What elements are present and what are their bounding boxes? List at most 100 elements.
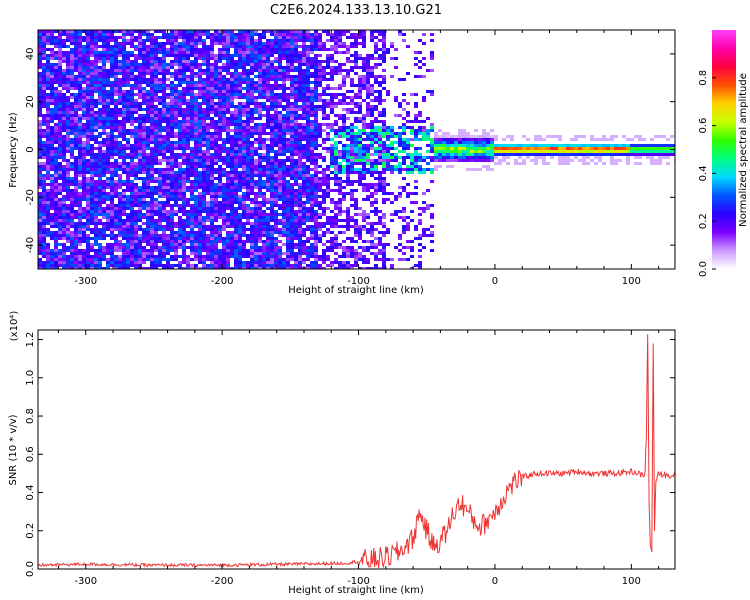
heatmap-cell	[206, 102, 210, 105]
heatmap-cell	[298, 135, 302, 138]
heatmap-cell	[158, 123, 162, 126]
heatmap-cell	[230, 36, 234, 39]
heatmap-cell	[298, 105, 302, 108]
heatmap-cell	[182, 42, 186, 45]
heatmap-cell	[218, 105, 222, 108]
heatmap-cell	[238, 57, 242, 60]
heatmap-cell	[130, 51, 134, 54]
heatmap-cell	[166, 123, 170, 126]
heatmap-cell	[66, 51, 70, 54]
heatmap-cell	[194, 30, 198, 33]
heatmap-cell	[290, 129, 294, 132]
heatmap-cell	[74, 39, 78, 42]
heatmap-cell	[110, 264, 114, 267]
heatmap-cell	[134, 93, 138, 96]
heatmap-cell	[246, 150, 250, 153]
heatmap-cell	[74, 36, 78, 39]
heatmap-cell	[246, 36, 250, 39]
heatmap-cell	[310, 63, 314, 66]
heatmap-cell	[134, 141, 138, 144]
heatmap-cell	[70, 195, 74, 198]
heatmap-cell	[50, 120, 54, 123]
heatmap-cell	[234, 198, 238, 201]
heatmap-cell	[258, 141, 262, 144]
heatmap-cell	[290, 210, 294, 213]
heatmap-cell	[190, 54, 194, 57]
heatmap-cell	[306, 216, 310, 219]
heatmap-cell	[70, 267, 74, 269]
heatmap-cell	[198, 120, 202, 123]
heatmap-cell	[138, 57, 142, 60]
heatmap-cell	[62, 222, 66, 225]
heatmap-cell	[106, 180, 110, 183]
heatmap-cell	[98, 159, 102, 162]
heatmap-cell	[154, 240, 158, 243]
heatmap-cell	[210, 201, 214, 204]
heatmap-cell	[174, 132, 178, 135]
heatmap-cell	[62, 69, 66, 72]
heatmap-cell	[210, 84, 214, 87]
heatmap-cell	[86, 111, 90, 114]
heatmap-cell	[78, 75, 82, 78]
heatmap-cell	[190, 117, 194, 120]
heatmap-cell	[186, 258, 190, 261]
heatmap-cell	[138, 132, 142, 135]
heatmap-cell	[166, 219, 170, 222]
heatmap-cell	[54, 162, 58, 165]
heatmap-cell	[266, 93, 270, 96]
heatmap-cell	[278, 192, 282, 195]
heatmap-cell	[66, 117, 70, 120]
heatmap-cell	[42, 93, 46, 96]
heatmap-cell	[202, 180, 206, 183]
heatmap-cell	[190, 204, 194, 207]
heatmap-cell	[94, 129, 98, 132]
heatmap-cell	[286, 192, 290, 195]
heatmap-cell	[170, 231, 174, 234]
heatmap-cell	[210, 51, 214, 54]
heatmap-cell	[86, 30, 90, 33]
heatmap-cell	[138, 72, 142, 75]
heatmap-cell	[166, 252, 170, 255]
heatmap-cell	[282, 165, 286, 168]
heatmap-cell	[254, 48, 258, 51]
heatmap-cell	[258, 81, 262, 84]
heatmap-cell	[222, 63, 226, 66]
heatmap-cell	[102, 132, 106, 135]
heatmap-cell	[54, 210, 58, 213]
heatmap-cell	[146, 201, 150, 204]
heatmap-cell	[210, 174, 214, 177]
heatmap-cell	[134, 69, 138, 72]
heatmap-cell	[46, 222, 50, 225]
heatmap-cell	[202, 111, 206, 114]
heatmap-cell	[298, 96, 302, 99]
heatmap-cell	[118, 45, 122, 48]
heatmap-cell	[198, 267, 202, 269]
heatmap-cell	[150, 192, 154, 195]
heatmap-cell	[246, 105, 250, 108]
heatmap-cell	[238, 78, 242, 81]
heatmap-cell	[278, 39, 282, 42]
heatmap-cell	[118, 234, 122, 237]
heatmap-cell	[122, 108, 126, 111]
heatmap-cell	[90, 108, 94, 111]
heatmap-cell	[154, 90, 158, 93]
heatmap-cell	[106, 99, 110, 102]
heatmap-cell	[182, 63, 186, 66]
heatmap-cell	[266, 87, 270, 90]
heatmap-cell	[202, 207, 206, 210]
heatmap-cell	[226, 81, 230, 84]
heatmap-cell	[46, 171, 50, 174]
heatmap-cell	[214, 105, 218, 108]
heatmap-cell	[154, 141, 158, 144]
heatmap-cell	[78, 69, 82, 72]
heatmap-cell	[262, 84, 266, 87]
heatmap-cell	[194, 162, 198, 165]
heatmap-cell	[42, 213, 46, 216]
heatmap-cell	[158, 135, 162, 138]
heatmap-cell	[234, 174, 238, 177]
heatmap-cell	[186, 171, 190, 174]
heatmap-cell	[186, 153, 190, 156]
heatmap-cell	[214, 66, 218, 69]
heatmap-cell	[206, 30, 210, 33]
heatmap-cell	[166, 147, 170, 150]
